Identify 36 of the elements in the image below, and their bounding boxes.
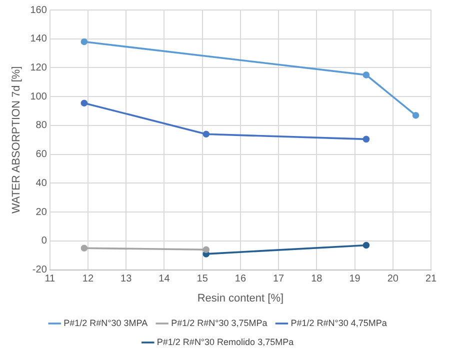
- x-tick-label: 16: [234, 274, 246, 285]
- point: [362, 242, 370, 249]
- x-tick-label: 14: [158, 274, 170, 285]
- y-tick-label: 20: [36, 206, 48, 218]
- y-tick-label: 80: [36, 120, 48, 132]
- y-tick-label: 140: [30, 34, 48, 45]
- point: [412, 112, 420, 119]
- y-tick-label: 160: [30, 4, 48, 16]
- point: [80, 38, 88, 46]
- x-axis-title: Resin content [%]: [197, 292, 284, 304]
- legend-label: P#1/2 R#N°30 3,75MPa: [171, 318, 268, 328]
- legend-label: P#1/2 R#N°30 3MPA: [64, 318, 148, 328]
- point: [362, 72, 370, 78]
- x-tick-label: 20: [387, 274, 399, 285]
- x-tick-label: 13: [120, 274, 132, 285]
- point: [362, 136, 370, 143]
- point: [80, 244, 88, 252]
- y-tick-label: 100: [30, 91, 48, 102]
- x-tick-label: 17: [272, 274, 285, 285]
- point: [202, 130, 210, 138]
- x-tick-label: 18: [311, 274, 323, 285]
- y-tick-label: 120: [30, 62, 48, 74]
- y-tick-label: -20: [32, 264, 48, 276]
- point: [202, 246, 210, 253]
- legend-label: P#1/2 R#N°30 Remolido 3,75MPa: [156, 336, 294, 347]
- y-tick-label: 0: [41, 236, 48, 247]
- x-tick-label: 12: [82, 274, 94, 285]
- x-tick-label: 19: [349, 274, 361, 285]
- y-tick-label: 40: [36, 178, 48, 189]
- x-tick-label: 15: [196, 274, 208, 285]
- x-tick-label: 11: [44, 274, 56, 285]
- point: [80, 100, 88, 106]
- y-tick-label: 60: [36, 149, 48, 160]
- y-axis-title: WATER ABSORPTION 7d [%]: [10, 66, 23, 214]
- x-tick-label: 21: [425, 274, 437, 285]
- legend-label: P#1/2 R#N°30 4,75MPa: [290, 318, 387, 328]
